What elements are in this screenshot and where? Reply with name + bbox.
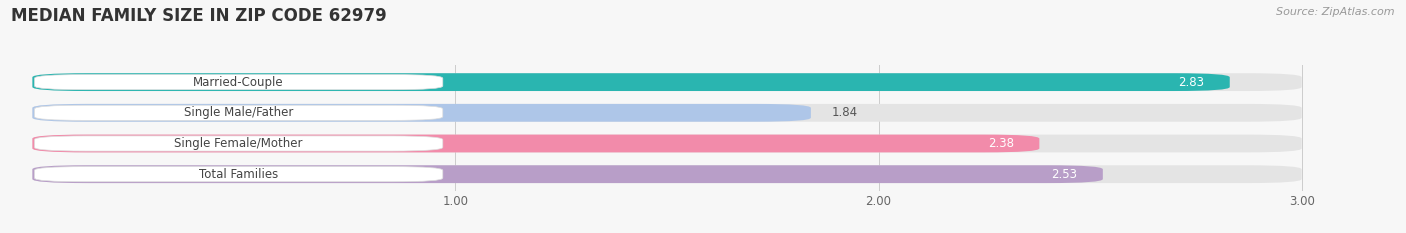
Text: Source: ZipAtlas.com: Source: ZipAtlas.com (1277, 7, 1395, 17)
FancyBboxPatch shape (35, 167, 443, 182)
Text: Total Families: Total Families (200, 168, 278, 181)
FancyBboxPatch shape (35, 136, 443, 151)
Text: 1.84: 1.84 (832, 106, 858, 119)
FancyBboxPatch shape (32, 73, 1230, 91)
Text: 2.38: 2.38 (988, 137, 1014, 150)
Text: MEDIAN FAMILY SIZE IN ZIP CODE 62979: MEDIAN FAMILY SIZE IN ZIP CODE 62979 (11, 7, 387, 25)
FancyBboxPatch shape (32, 135, 1039, 152)
FancyBboxPatch shape (32, 165, 1302, 183)
Text: Single Male/Father: Single Male/Father (184, 106, 294, 119)
FancyBboxPatch shape (32, 135, 1302, 152)
FancyBboxPatch shape (35, 105, 443, 120)
FancyBboxPatch shape (32, 104, 811, 122)
Text: 2.53: 2.53 (1052, 168, 1077, 181)
Text: Single Female/Mother: Single Female/Mother (174, 137, 302, 150)
Text: 2.83: 2.83 (1178, 76, 1205, 89)
Text: Married-Couple: Married-Couple (194, 76, 284, 89)
FancyBboxPatch shape (32, 104, 1302, 122)
FancyBboxPatch shape (32, 73, 1302, 91)
FancyBboxPatch shape (32, 165, 1102, 183)
FancyBboxPatch shape (35, 75, 443, 90)
